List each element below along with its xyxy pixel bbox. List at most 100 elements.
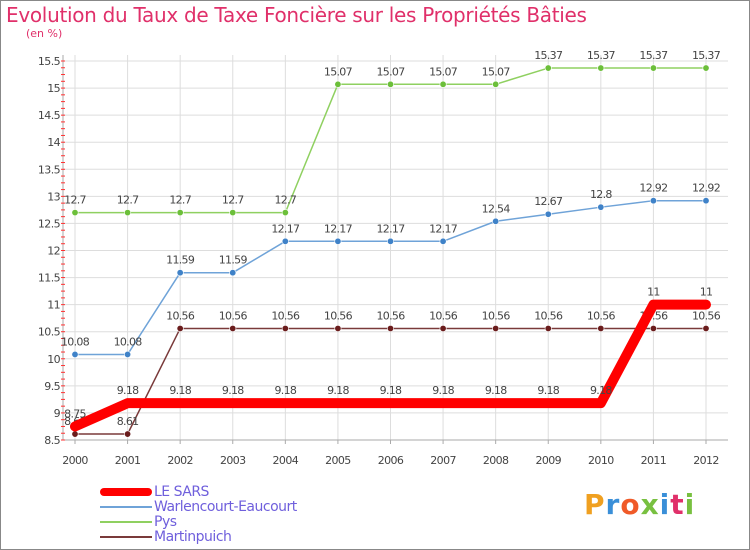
series-line-le-sars xyxy=(70,299,711,432)
data-label-le-sars: 9.18 xyxy=(380,384,402,397)
data-point-pys xyxy=(597,64,605,72)
data-label-martinpuich: 10.56 xyxy=(219,309,248,322)
y-tick-label: 10 xyxy=(47,353,60,366)
x-tick-label: 2010 xyxy=(588,454,614,467)
data-point-pys xyxy=(386,80,394,88)
y-tick-label: 9 xyxy=(54,407,61,420)
data-point-pys xyxy=(176,209,184,217)
data-point-pys xyxy=(124,209,132,217)
legend-item: Warlencourt-Eaucourt xyxy=(100,498,297,515)
data-label-martinpuich: 10.56 xyxy=(587,309,616,322)
x-tick-label: 2007 xyxy=(430,454,456,467)
y-tick-label: 11.5 xyxy=(38,272,61,285)
data-point-warlencourt-eaucourt xyxy=(124,350,132,358)
data-label-pys: 15.07 xyxy=(324,65,353,78)
data-label-martinpuich: 10.56 xyxy=(534,309,563,322)
data-label-warlencourt-eaucourt: 12.92 xyxy=(692,182,720,195)
data-point-martinpuich xyxy=(439,324,447,332)
data-point-martinpuich xyxy=(492,324,500,332)
data-label-warlencourt-eaucourt: 11.59 xyxy=(166,254,195,267)
x-tick-label: 2003 xyxy=(220,454,246,467)
data-label-pys: 15.37 xyxy=(692,49,721,62)
data-label-pys: 15.07 xyxy=(482,65,511,78)
x-tick-label: 2011 xyxy=(641,454,667,467)
data-label-martinpuich: 10.56 xyxy=(429,309,458,322)
logo-letter: o xyxy=(620,488,641,521)
legend-swatch xyxy=(100,520,152,523)
logo-letter: t xyxy=(670,488,685,521)
data-point-martinpuich xyxy=(649,324,657,332)
y-tick-label: 14.5 xyxy=(38,109,61,122)
data-point-martinpuich xyxy=(176,324,184,332)
data-point-pys xyxy=(649,64,657,72)
data-point-warlencourt-eaucourt xyxy=(229,269,237,277)
data-label-le-sars: 9.18 xyxy=(274,384,296,397)
data-point-warlencourt-eaucourt xyxy=(281,237,289,245)
data-label-le-sars: 9.18 xyxy=(117,384,139,397)
y-tick-label: 15.5 xyxy=(38,55,61,68)
data-label-pys: 15.07 xyxy=(429,65,458,78)
data-label-warlencourt-eaucourt: 12.54 xyxy=(482,202,511,215)
data-label-warlencourt-eaucourt: 12.17 xyxy=(429,222,458,235)
data-point-warlencourt-eaucourt xyxy=(71,350,79,358)
data-point-warlencourt-eaucourt xyxy=(334,237,342,245)
data-label-martinpuich: 10.56 xyxy=(377,309,406,322)
data-label-warlencourt-eaucourt: 12.8 xyxy=(590,188,612,201)
data-label-le-sars: 9.18 xyxy=(485,384,507,397)
data-label-le-sars: 9.18 xyxy=(327,384,349,397)
data-label-pys: 12.7 xyxy=(222,194,244,207)
y-tick-label: 12 xyxy=(47,245,60,258)
data-point-warlencourt-eaucourt xyxy=(649,197,657,205)
data-point-pys xyxy=(229,209,237,217)
data-label-warlencourt-eaucourt: 12.92 xyxy=(639,182,667,195)
data-label-warlencourt-eaucourt: 12.17 xyxy=(324,222,353,235)
data-label-martinpuich: 10.56 xyxy=(271,309,300,322)
data-label-warlencourt-eaucourt: 10.08 xyxy=(114,335,143,348)
data-point-martinpuich xyxy=(597,324,605,332)
logo-letter: x xyxy=(640,488,660,521)
data-label-martinpuich: 10.56 xyxy=(482,309,511,322)
x-tick-label: 2001 xyxy=(115,454,141,467)
data-label-martinpuich: 10.56 xyxy=(166,309,195,322)
y-tick-label: 15 xyxy=(47,82,60,95)
legend-swatch xyxy=(100,487,152,496)
data-point-martinpuich xyxy=(124,430,132,438)
data-label-le-sars: 11 xyxy=(647,286,660,299)
x-tick-label: 2000 xyxy=(62,454,88,467)
data-point-martinpuich xyxy=(334,324,342,332)
data-point-warlencourt-eaucourt xyxy=(597,203,605,211)
data-point-pys xyxy=(544,64,552,72)
data-label-pys: 15.37 xyxy=(639,49,668,62)
legend-item: LE SARS xyxy=(100,483,297,500)
x-tick-label: 2006 xyxy=(378,454,404,467)
data-label-warlencourt-eaucourt: 11.59 xyxy=(219,254,248,267)
y-tick-label: 13.5 xyxy=(38,163,61,176)
logo-letter: i xyxy=(684,488,696,521)
y-tick-label: 11 xyxy=(47,299,60,312)
y-tick-label: 8.5 xyxy=(44,434,60,447)
data-label-le-sars: 11 xyxy=(700,286,713,299)
chart-title: Evolution du Taux de Taxe Foncière sur l… xyxy=(6,3,587,27)
data-label-pys: 12.7 xyxy=(169,194,191,207)
data-label-martinpuich: 10.56 xyxy=(324,309,353,322)
legend-item: Pys xyxy=(100,514,297,530)
data-label-le-sars: 9.18 xyxy=(222,384,244,397)
data-label-le-sars: 9.18 xyxy=(432,384,454,397)
data-point-martinpuich xyxy=(71,430,79,438)
data-label-pys: 12.7 xyxy=(64,194,86,207)
logo-letter: i xyxy=(659,488,671,521)
y-tick-label: 14 xyxy=(47,136,60,149)
data-label-warlencourt-eaucourt: 12.17 xyxy=(377,222,406,235)
x-tick-label: 2009 xyxy=(535,454,561,467)
y-tick-label: 12.5 xyxy=(38,217,61,230)
legend-item: Martinpuich xyxy=(100,529,297,545)
legend-label: Warlencourt-Eaucourt xyxy=(154,498,297,515)
data-label-le-sars: 9.18 xyxy=(169,384,191,397)
data-label-martinpuich: 10.56 xyxy=(692,309,721,322)
legend-swatch xyxy=(100,535,152,538)
data-point-pys xyxy=(281,209,289,217)
data-point-warlencourt-eaucourt xyxy=(702,197,710,205)
legend-label: LE SARS xyxy=(154,483,209,500)
x-tick-label: 2002 xyxy=(167,454,193,467)
